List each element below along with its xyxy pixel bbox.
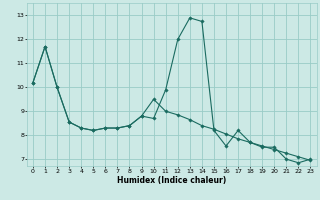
X-axis label: Humidex (Indice chaleur): Humidex (Indice chaleur) — [117, 176, 226, 185]
